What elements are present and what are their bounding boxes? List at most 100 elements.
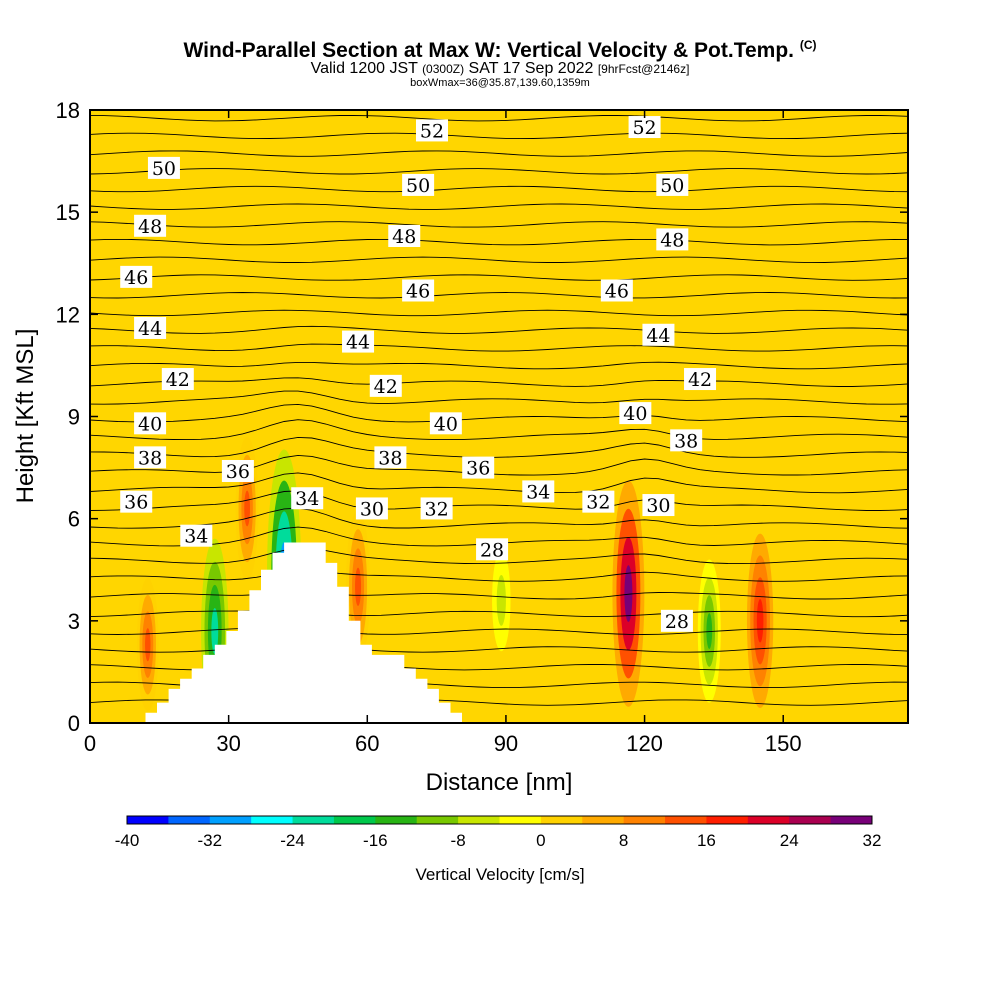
x-tick-label: 90 — [494, 731, 518, 756]
contour-label-box — [600, 279, 633, 302]
colorbar-swatch — [416, 816, 459, 824]
contour-label: 46 — [124, 267, 148, 289]
contour-label-box — [660, 609, 693, 632]
theta-contour-line — [90, 325, 908, 334]
colorbar-tick-label: 0 — [536, 831, 545, 850]
updraft-cell — [355, 567, 362, 606]
contour-label-box — [134, 214, 167, 237]
downdraft-cell — [499, 587, 504, 614]
contour-label-box — [120, 490, 153, 513]
y-axis-title: Height [Kft MSL] — [12, 329, 39, 504]
theta-contour-line — [90, 114, 908, 122]
contour-label: 52 — [632, 117, 656, 139]
contour-label-box — [147, 156, 180, 179]
contour-label-box — [291, 487, 324, 510]
x-tick-label: 60 — [355, 731, 379, 756]
colorbar-tick-label: -24 — [280, 831, 305, 850]
colorbar: -40 -32 -24 -16 -8 0 8 16 24 32 — [115, 815, 881, 850]
contour-label: 38 — [138, 447, 162, 469]
contour-label-box — [619, 402, 652, 425]
x-tick-label: 0 — [84, 731, 96, 756]
contour-label: 42 — [166, 369, 190, 391]
contour-label: 50 — [660, 175, 684, 197]
contour-label-box — [642, 323, 675, 346]
theta-contour-line — [90, 309, 908, 317]
colorbar-swatch — [706, 816, 749, 824]
downdraft-cell — [706, 613, 713, 649]
contour-label-box — [582, 490, 615, 513]
colorbar-tick-label: -16 — [363, 831, 388, 850]
contour-label-box — [522, 480, 555, 503]
contour-label: 36 — [124, 492, 148, 514]
contour-label: 34 — [184, 526, 208, 548]
contour-label-box — [402, 279, 435, 302]
theta-contour-line — [90, 203, 908, 210]
contour-label-box — [415, 119, 448, 142]
theta-contour-line — [90, 626, 908, 635]
updraft-cell — [624, 565, 633, 622]
colorbar-swatch — [540, 816, 583, 824]
theta-contour-line — [90, 274, 908, 281]
theta-contour-line — [90, 343, 908, 352]
theta-contour-line — [90, 403, 908, 423]
x-tick-label: 150 — [765, 731, 802, 756]
contour-label-box — [656, 228, 689, 251]
y-tick-label: 9 — [68, 405, 80, 430]
contour-label: 28 — [665, 611, 689, 633]
box-wmax-info: boxWmax=36@35.87,139.60,1359m — [410, 77, 590, 89]
colorbar-tick-label: 24 — [780, 831, 799, 850]
contour-label: 40 — [138, 413, 162, 435]
theta-contour-line — [90, 390, 908, 405]
theta-contour-line — [90, 419, 908, 441]
contour-label: 40 — [623, 403, 647, 425]
x-axis-title: Distance [nm] — [426, 769, 573, 796]
colorbar-title: Vertical Velocity [cm/s] — [415, 865, 584, 884]
theta-contour-line — [90, 185, 908, 193]
contour-label: 50 — [406, 175, 430, 197]
colorbar-swatch — [209, 816, 252, 824]
y-tick-label: 12 — [56, 302, 80, 327]
contour-label-box — [642, 494, 675, 517]
colorbar-swatch — [665, 816, 707, 824]
contour-label-box — [355, 497, 388, 520]
contour-label: 28 — [480, 539, 504, 561]
contour-label-box — [656, 173, 689, 196]
contour-label-box — [120, 265, 153, 288]
theta-contour-line — [90, 472, 908, 494]
colorbar-swatch — [623, 816, 666, 824]
theta-contour-line — [90, 548, 908, 565]
updraft-cell — [756, 599, 764, 643]
theta-contour-line — [90, 238, 908, 246]
chart-title: Wind-Parallel Section at Max W: Vertical… — [183, 38, 817, 62]
theta-contour-line — [90, 256, 908, 264]
contour-label-box — [221, 459, 254, 482]
contour-label-box — [134, 316, 167, 339]
contour-label-box — [462, 456, 495, 479]
contour-label: 34 — [295, 488, 319, 510]
contour-label: 52 — [420, 120, 444, 142]
contour-label: 36 — [226, 461, 250, 483]
contour-label-box — [342, 330, 375, 353]
colorbar-swatch — [789, 816, 832, 824]
contour-label: 48 — [660, 229, 684, 251]
x-tick-label: 120 — [626, 731, 663, 756]
theta-contour-line — [90, 507, 908, 529]
colorbar-swatch — [333, 816, 376, 824]
contour-label: 42 — [688, 369, 712, 391]
theta-contour-line — [90, 377, 908, 387]
colorbar-swatch — [830, 816, 873, 824]
contour-label: 42 — [374, 376, 398, 398]
valid-time-line: Valid 1200 JST (0300Z) SAT 17 Sep 2022 [… — [310, 60, 690, 77]
colorbar-swatch — [292, 816, 335, 824]
contour-label: 38 — [378, 447, 402, 469]
colorbar-swatch — [375, 816, 418, 824]
theta-contour-line — [90, 292, 908, 299]
contour-label-box — [134, 446, 167, 469]
y-tick-label: 6 — [68, 507, 80, 532]
contour-label: 50 — [152, 158, 176, 180]
downdraft-cell — [211, 607, 219, 655]
theta-contour-line — [90, 361, 908, 370]
colorbar-swatch — [499, 816, 542, 824]
